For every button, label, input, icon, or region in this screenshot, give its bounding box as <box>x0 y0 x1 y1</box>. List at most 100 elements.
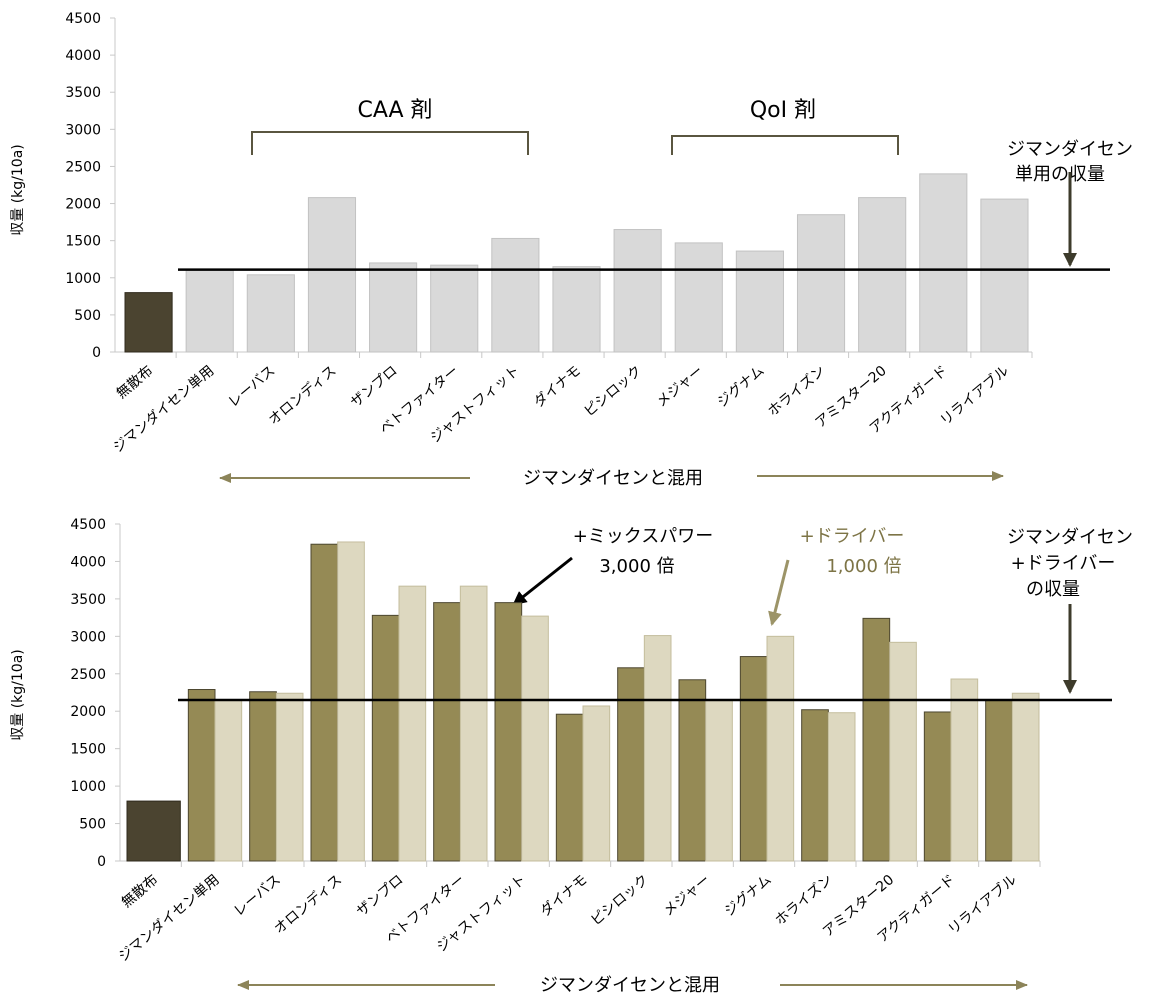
x-tick-label: メジャー <box>654 363 707 411</box>
y-tick-label: 3000 <box>70 629 106 645</box>
x-tick-label: オロンディス <box>271 871 346 937</box>
bar-mixpower <box>249 691 277 862</box>
x-tick-label: ジマンダイセン単用 <box>116 872 223 965</box>
x-tick-label: ジグナム <box>722 872 775 920</box>
bottom-plot-area: 050010001500200025003000350040004500無散布ジ… <box>70 517 1112 965</box>
y-tick-label: 500 <box>74 308 101 324</box>
x-tick-label: ザンプロ <box>348 363 401 411</box>
bar-yield <box>674 242 723 353</box>
x-tick-label: ダイナモ <box>538 872 591 920</box>
y-tick-label: 4000 <box>70 554 106 570</box>
bar-yield <box>307 197 357 353</box>
x-tick-label: ジグナム <box>715 363 768 411</box>
bar-yield <box>796 214 846 353</box>
y-tick-label: 3500 <box>65 85 101 101</box>
top-chart: 収量 (kg/10a) CAA 剤 QoI 剤 ジマンダイセン 単用の収量 ジマ… <box>10 98 1133 489</box>
bar-mixpower <box>862 617 891 862</box>
bottom-mixed-label: ジマンダイセンと混用 <box>540 975 720 996</box>
bar-yield <box>735 250 784 353</box>
bar-mixpower <box>923 711 952 862</box>
bar-driver <box>705 699 733 862</box>
x-tick-label: ザンプロ <box>354 872 407 920</box>
bar-yield <box>369 262 418 353</box>
bar-yield <box>858 197 907 353</box>
y-tick-label: 4500 <box>65 11 101 27</box>
bar-mixpower <box>985 699 1013 862</box>
bottom-baseline-note-line3: の収量 <box>1026 579 1080 600</box>
x-tick-label: オロンディス <box>265 362 340 428</box>
y-tick-label: 3000 <box>65 122 101 138</box>
bar-driver <box>459 585 488 862</box>
bar-mixpower <box>310 543 339 862</box>
bottom-chart: 収量 (kg/10a) +ミックスパワー 3,000 倍 +ドライバー 1,00… <box>10 526 1133 996</box>
bar-driver <box>337 541 365 862</box>
caa-group-bracket: CAA 剤 <box>251 98 529 155</box>
y-tick-label: 0 <box>92 345 101 361</box>
mixpower-arrow <box>512 556 573 606</box>
x-tick-label: 無散布 <box>114 363 156 402</box>
bar-yield <box>980 198 1029 353</box>
x-tick-label: ピシロック <box>581 363 645 420</box>
x-tick-label: ジマンダイセン単用 <box>110 363 217 456</box>
x-tick-label: レーバス <box>231 872 284 920</box>
qoi-group-bracket: QoI 剤 <box>671 98 899 155</box>
y-tick-label: 0 <box>97 854 106 870</box>
top-baseline-note-line2: 単用の収量 <box>1015 164 1105 185</box>
bar-yield <box>919 173 968 353</box>
bar-driver <box>214 699 243 862</box>
bar-yield <box>246 274 295 353</box>
y-tick-label: 4000 <box>65 48 101 64</box>
bar-no-spray <box>126 800 181 862</box>
y-tick-label: 2500 <box>70 667 106 683</box>
x-tick-label: ピシロック <box>588 872 652 929</box>
y-tick-label: 1000 <box>70 779 106 795</box>
y-tick-label: 2000 <box>70 704 106 720</box>
bar-mixpower <box>801 709 829 862</box>
y-tick-label: 500 <box>79 817 106 833</box>
bar-driver <box>827 712 856 862</box>
bar-yield <box>185 269 234 353</box>
top-y-axis-label: 収量 (kg/10a) <box>10 144 26 235</box>
qoi-group-label: QoI 剤 <box>750 98 816 123</box>
bar-driver <box>1011 692 1040 862</box>
bar-yield <box>613 229 662 353</box>
bar-mixpower <box>371 614 400 862</box>
legend-driver-line1: +ドライバー <box>800 526 905 547</box>
bar-mixpower <box>678 679 707 862</box>
bar-driver <box>521 615 549 862</box>
x-tick-label: メジャー <box>661 872 714 920</box>
y-tick-label: 1500 <box>70 742 106 758</box>
top-baseline-note-line1: ジマンダイセン <box>1007 139 1133 160</box>
x-tick-label: ホライズン <box>772 872 836 929</box>
bar-mixpower <box>617 667 645 862</box>
bar-driver <box>275 692 304 862</box>
bottom-baseline-note-line1: ジマンダイセン <box>1007 527 1133 548</box>
bar-driver <box>398 585 427 862</box>
bottom-baseline-note-line2: +ドライバー <box>1011 553 1116 574</box>
bar-yield <box>491 237 540 353</box>
bar-driver <box>950 678 979 862</box>
bar-mixpower <box>187 689 216 862</box>
legend-driver-line2: 1,000 倍 <box>826 556 901 577</box>
x-tick-label: ダイナモ <box>531 363 584 411</box>
bar-driver <box>582 705 611 862</box>
driver-arrow <box>768 559 790 626</box>
bar-mixpower <box>555 713 584 862</box>
top-plot-area: 050010001500200025003000350040004500無散布ジ… <box>65 11 1110 456</box>
x-tick-label: レーバス <box>225 363 278 411</box>
legend-mixpower-line2: 3,000 倍 <box>599 556 674 577</box>
bar-mixpower <box>433 602 461 862</box>
y-tick-label: 2000 <box>65 197 101 213</box>
y-tick-label: 4500 <box>70 517 106 533</box>
bar-driver <box>889 641 917 862</box>
bottom-y-axis-label: 収量 (kg/10a) <box>10 649 26 740</box>
x-tick-label: 無散布 <box>119 872 161 911</box>
bar-yield <box>552 266 601 353</box>
legend-mixpower-line1: +ミックスパワー <box>573 526 714 547</box>
y-tick-label: 1500 <box>65 234 101 250</box>
y-tick-label: 1000 <box>65 271 101 287</box>
bar-driver <box>766 635 795 862</box>
bar-mixpower <box>494 602 523 862</box>
x-tick-label: ホライズン <box>765 363 829 420</box>
